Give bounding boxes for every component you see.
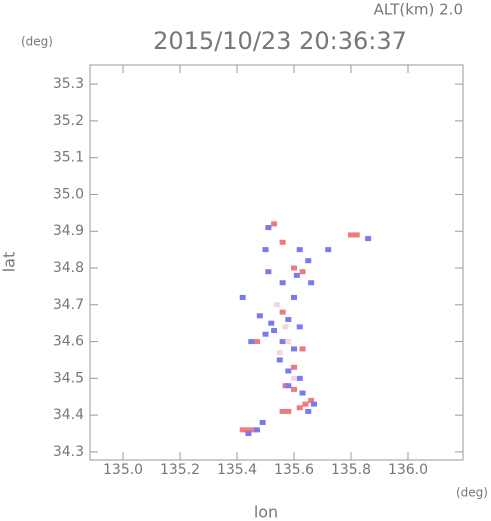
echo-cell — [256, 313, 263, 319]
echo-cell — [291, 375, 298, 381]
echo-cell — [285, 317, 292, 323]
y-tick-label: 35.2 — [53, 113, 84, 129]
echo-cell — [265, 269, 272, 275]
echo-cell — [279, 339, 286, 345]
y-tick-label: 34.9 — [53, 223, 84, 239]
y-unit: (deg) — [21, 35, 53, 49]
echo-cell — [279, 309, 286, 315]
echo-cell — [299, 346, 306, 352]
echo-cell — [239, 294, 246, 300]
x-tick-label: 135.4 — [217, 462, 257, 478]
echo-cell — [268, 320, 275, 326]
echo-cell — [285, 408, 292, 414]
echo-cell — [291, 294, 298, 300]
echo-cell — [282, 324, 289, 330]
plot-frame — [89, 64, 464, 461]
echo-cell — [259, 419, 266, 425]
echo-cell — [285, 339, 292, 345]
echo-cell — [353, 232, 360, 238]
y-tick-label: 34.8 — [53, 260, 84, 276]
echo-cell — [276, 350, 283, 356]
y-tick-label: 34.5 — [53, 370, 84, 386]
x-tick-label: 135.2 — [160, 462, 200, 478]
y-tick-label: 35.3 — [53, 76, 84, 92]
echo-cell — [310, 401, 317, 407]
x-tick-label: 135.8 — [331, 462, 371, 478]
echo-cell — [285, 383, 292, 389]
echo-cell — [239, 427, 246, 433]
x-axis-label: lon — [254, 503, 278, 521]
echo-cell — [348, 232, 355, 238]
echo-cell — [325, 247, 332, 253]
echo-cell — [305, 258, 312, 264]
echo-cell — [279, 408, 286, 414]
y-tick-label: 35.0 — [53, 186, 84, 202]
echo-cell — [248, 339, 255, 345]
echo-cell — [296, 375, 303, 381]
y-tick-label: 34.7 — [53, 297, 84, 313]
echo-cell — [296, 247, 303, 253]
y-tick-label: 34.6 — [53, 334, 84, 350]
echo-cell — [253, 339, 260, 345]
chart-title: 2015/10/23 20:36:37 — [153, 27, 407, 55]
echo-cell — [293, 272, 300, 278]
echo-cell — [279, 239, 286, 245]
echo-cell — [299, 269, 306, 275]
y-axis-label: lat — [0, 252, 19, 273]
echo-cell — [296, 324, 303, 330]
x-tick-label: 135.6 — [274, 462, 314, 478]
echo-cell — [285, 368, 292, 374]
echo-cell — [245, 427, 252, 433]
echo-cell — [273, 302, 280, 308]
echo-cell — [291, 364, 298, 370]
echo-cell — [262, 331, 269, 337]
x-unit: (deg) — [456, 486, 488, 500]
echo-cell — [299, 390, 306, 396]
y-tick-label: 34.4 — [53, 407, 84, 423]
echo-cell — [271, 221, 278, 227]
echo-cell — [308, 280, 315, 286]
echo-cell — [271, 328, 278, 334]
y-tick-label: 35.1 — [53, 150, 84, 166]
echo-cell — [262, 247, 269, 253]
x-tick-label: 135.0 — [103, 462, 143, 478]
echo-cell — [276, 357, 283, 363]
echo-cell — [265, 225, 272, 231]
echo-cell — [291, 265, 298, 271]
echo-cell — [253, 427, 260, 433]
echo-cell — [291, 386, 298, 392]
x-tick-label: 136.0 — [388, 462, 428, 478]
echo-cell — [245, 431, 252, 437]
altitude-label: ALT(km) 2.0 — [374, 1, 463, 19]
echo-cell — [296, 405, 303, 411]
echo-cell — [279, 280, 286, 286]
y-tick-label: 34.3 — [53, 444, 84, 460]
echo-cell — [308, 397, 315, 403]
echo-cell — [291, 346, 298, 352]
echo-cell — [302, 401, 309, 407]
echo-cell — [305, 408, 312, 414]
echo-cell — [365, 236, 372, 242]
